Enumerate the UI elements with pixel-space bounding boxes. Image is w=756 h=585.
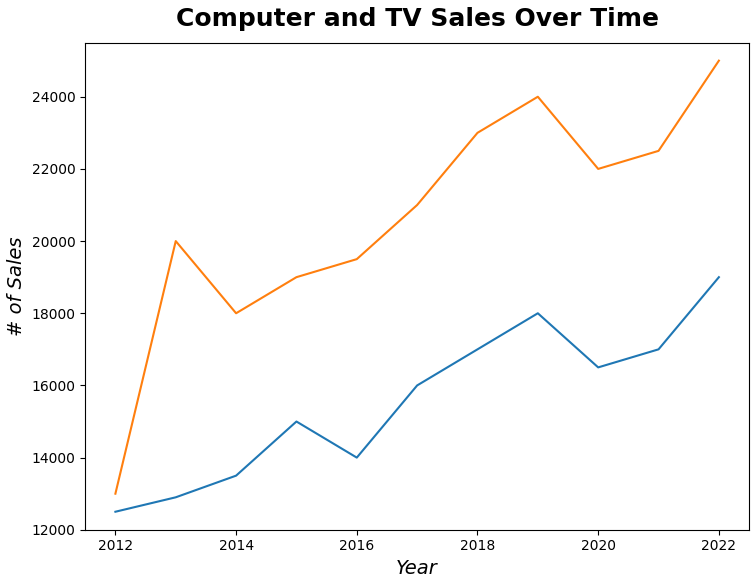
X-axis label: Year: Year — [396, 559, 438, 578]
Title: Computer and TV Sales Over Time: Computer and TV Sales Over Time — [175, 7, 658, 31]
Y-axis label: # of Sales: # of Sales — [7, 236, 26, 336]
